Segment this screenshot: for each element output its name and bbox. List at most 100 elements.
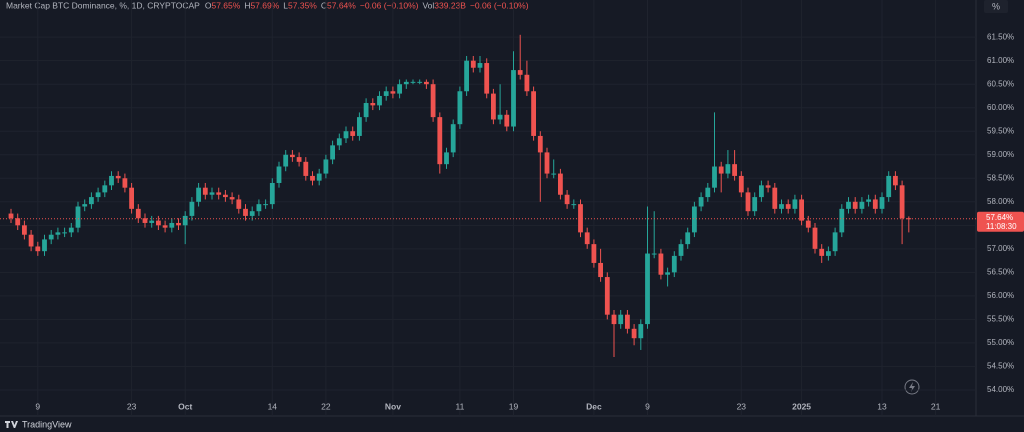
candle-body bbox=[531, 91, 536, 136]
candle-body bbox=[256, 204, 262, 212]
candle-body bbox=[457, 91, 463, 125]
stat-value: 57.65% bbox=[211, 0, 240, 10]
countdown: 11:08:30 bbox=[986, 222, 1017, 231]
candle-body bbox=[685, 232, 691, 245]
candle-body bbox=[504, 114, 510, 127]
candle-body bbox=[229, 197, 235, 200]
candle-body bbox=[738, 175, 744, 193]
candle-body bbox=[899, 185, 905, 219]
candle-body bbox=[417, 81, 423, 83]
candle-body bbox=[82, 204, 88, 207]
x-tick-label: 23 bbox=[737, 401, 747, 411]
candle-body bbox=[732, 164, 737, 176]
candle-body bbox=[62, 232, 67, 234]
y-tick-label: 54.00% bbox=[987, 385, 1014, 394]
candle-body bbox=[464, 60, 469, 92]
candle-body bbox=[42, 239, 47, 252]
candle-body bbox=[450, 124, 456, 153]
candle-body bbox=[243, 208, 248, 216]
candle-body bbox=[678, 244, 684, 256]
x-tick-label: Dec bbox=[586, 401, 602, 411]
stat-value: 57.35% bbox=[288, 0, 317, 10]
candle-body bbox=[156, 220, 161, 226]
stat-value: −0.06 (−0.10%) bbox=[360, 0, 419, 10]
candle-body bbox=[149, 220, 155, 223]
candle-body bbox=[839, 208, 845, 233]
candle-body bbox=[383, 91, 389, 96]
y-tick-label: 60.00% bbox=[987, 103, 1014, 112]
candle-body bbox=[658, 253, 664, 275]
candle-body bbox=[544, 152, 550, 174]
candle-body bbox=[330, 145, 335, 160]
y-tick-label: 56.00% bbox=[987, 291, 1014, 300]
candle-body bbox=[604, 277, 610, 315]
candle-body bbox=[745, 192, 751, 212]
brand-name: TradingView bbox=[22, 419, 72, 429]
candle-body bbox=[169, 222, 175, 228]
candle-body bbox=[470, 60, 476, 68]
candle-body bbox=[785, 204, 791, 209]
scale-button-box[interactable] bbox=[984, 0, 1008, 13]
candle-body bbox=[805, 220, 811, 228]
candle-body bbox=[859, 201, 865, 209]
stat-label: O bbox=[205, 0, 212, 10]
candle-body bbox=[718, 166, 724, 174]
candle-body bbox=[135, 208, 141, 219]
candle-body bbox=[209, 192, 215, 195]
candle-body bbox=[598, 262, 603, 278]
candle-body bbox=[28, 234, 34, 247]
candle-body bbox=[142, 218, 148, 223]
candle-body bbox=[336, 138, 342, 146]
stat-label: C bbox=[321, 0, 327, 10]
candle-body bbox=[645, 253, 650, 325]
candle-body bbox=[866, 199, 871, 202]
x-tick-label: 2025 bbox=[792, 401, 811, 411]
candle-body bbox=[752, 197, 758, 212]
candle-body bbox=[283, 154, 289, 167]
candle-body bbox=[176, 222, 181, 226]
candle-body bbox=[846, 201, 851, 209]
candle-body bbox=[792, 199, 798, 209]
y-tick-label: 54.50% bbox=[987, 362, 1014, 371]
y-tick-label: 58.00% bbox=[987, 197, 1014, 206]
stat-label: L bbox=[283, 0, 288, 10]
y-tick-label: 56.50% bbox=[987, 267, 1014, 276]
candle-body bbox=[524, 74, 530, 92]
candle-body bbox=[15, 218, 21, 226]
candle-body bbox=[893, 175, 898, 186]
candle-body bbox=[310, 175, 315, 181]
candle-body bbox=[444, 152, 449, 165]
candle-body bbox=[296, 157, 302, 162]
candle-body bbox=[551, 173, 557, 175]
replay-bolt bbox=[909, 382, 915, 392]
x-tick-label: 11 bbox=[455, 401, 464, 411]
candle-body bbox=[48, 234, 54, 240]
candle-body bbox=[430, 84, 436, 118]
candle-body bbox=[705, 187, 711, 198]
candle-body bbox=[558, 173, 563, 195]
x-tick-label: 13 bbox=[877, 401, 887, 411]
replay-icon[interactable] bbox=[904, 379, 920, 395]
candle-body bbox=[89, 197, 94, 205]
candle-body bbox=[692, 206, 697, 233]
candle-body bbox=[671, 255, 677, 273]
candle-body bbox=[202, 187, 208, 195]
candle-body bbox=[832, 232, 838, 252]
candle-body bbox=[651, 253, 657, 255]
x-tick-label: 23 bbox=[127, 401, 137, 411]
candle-body bbox=[182, 215, 188, 226]
candle-body bbox=[410, 81, 416, 83]
scale-button[interactable]: % bbox=[992, 1, 1000, 11]
candle-body bbox=[377, 95, 382, 106]
stat-label: H bbox=[244, 0, 250, 10]
y-tick-label: 61.50% bbox=[987, 32, 1014, 41]
candle-body bbox=[625, 314, 630, 329]
candle-body bbox=[68, 227, 74, 233]
candle-body bbox=[872, 199, 878, 209]
candle-body bbox=[196, 187, 201, 202]
candle-body bbox=[611, 314, 617, 325]
candle-body bbox=[316, 173, 322, 181]
